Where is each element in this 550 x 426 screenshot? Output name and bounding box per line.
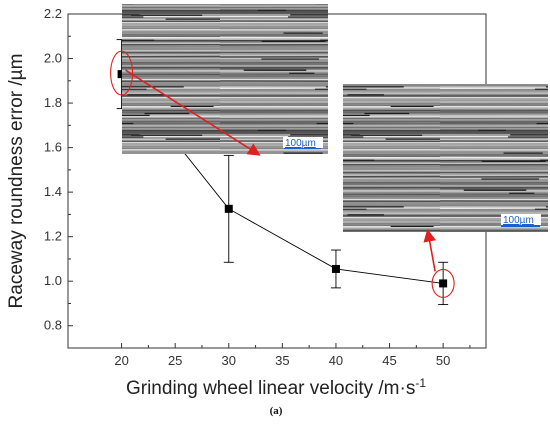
data-point (224, 204, 233, 213)
scale-label-bg (283, 137, 323, 148)
y-tick-label: 1.4 (44, 184, 62, 199)
x-tick-label: 35 (275, 353, 289, 368)
highlight-ellipse (431, 268, 455, 298)
y-tick-label: 1.0 (44, 273, 62, 288)
x-tick-label: 50 (436, 353, 450, 368)
x-axis: 20 25 30 35 40 45 50 (114, 343, 471, 368)
scale-label: 100µm (503, 215, 534, 226)
figure-caption: (a) (270, 405, 283, 417)
x-axis-title-main: Grinding wheel linear velocity /m·s (126, 378, 415, 399)
x-tick-label: 30 (222, 353, 236, 368)
y-tick-label: 0.8 (44, 318, 62, 333)
data-point (117, 70, 126, 79)
inset-image (343, 84, 548, 232)
x-axis-title-sup: -1 (415, 376, 426, 390)
scale-label: 100µm (285, 138, 316, 149)
inset-micrograph-30: 100µm (122, 4, 328, 154)
y-tick-label: 1.6 (44, 140, 62, 155)
x-tick-label: 25 (168, 353, 182, 368)
data-point (331, 264, 340, 273)
y-tick-label: 2.2 (44, 6, 62, 21)
arrow (423, 228, 437, 272)
y-axis: 0.8 1.0 1.2 1.4 1.6 1.8 2.0 2.2 (44, 6, 73, 333)
arrow (125, 69, 261, 156)
y-tick-label: 1.8 (44, 95, 62, 110)
x-tick-label: 40 (329, 353, 343, 368)
y-axis-title: Raceway roundness error /µm (6, 54, 27, 309)
x-axis-title: Grinding wheel linear velocity /m·s-1 (126, 376, 426, 399)
annotations (110, 50, 455, 298)
inset-micrograph-50: 100µm (343, 84, 548, 232)
data-point (439, 279, 448, 288)
x-tick-label: 20 (114, 353, 128, 368)
x-tick-label: 45 (382, 353, 396, 368)
scale-label-bg (501, 214, 541, 225)
highlight-ellipse (110, 50, 134, 96)
y-tick-label: 1.2 (44, 229, 62, 244)
inset-image (122, 4, 328, 154)
y-tick-label: 2.0 (44, 51, 62, 66)
